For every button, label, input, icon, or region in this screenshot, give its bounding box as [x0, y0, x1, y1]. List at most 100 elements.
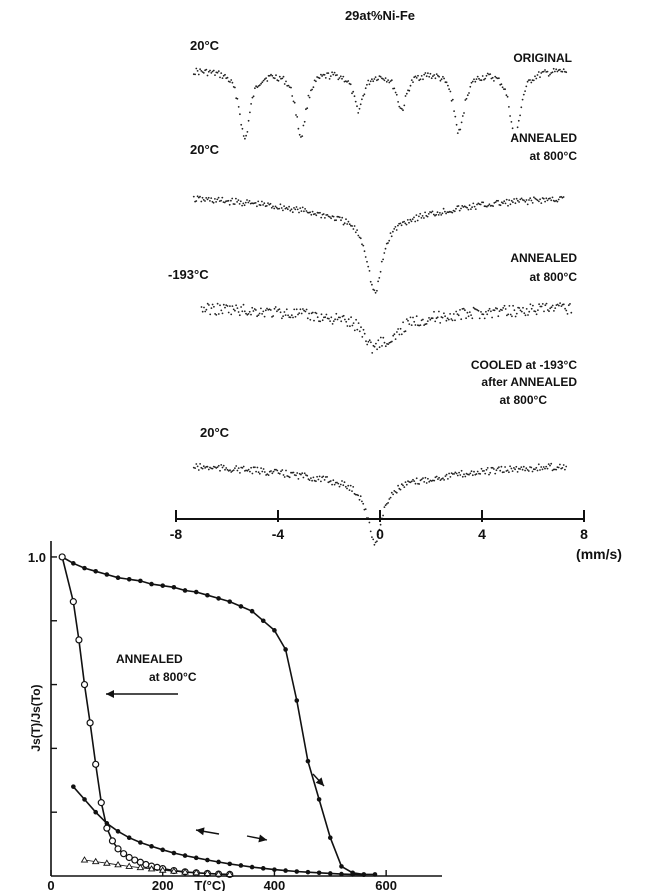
data-point [75, 636, 83, 644]
data-point [158, 866, 167, 873]
spectrum-point [211, 70, 214, 73]
magnetization-axes: 1.0 0 200 400 600 T(°C) Js(T)/Js(To) [28, 541, 442, 891]
spectrum-point [409, 316, 412, 319]
spectrum-point [192, 195, 195, 198]
spectrum-point [211, 200, 214, 203]
spectrum-point [382, 336, 385, 339]
heating-arrow [312, 773, 325, 787]
spectrum-point [339, 75, 342, 78]
spectrum-point [283, 83, 286, 85]
data-point [327, 835, 333, 841]
spectrum-point [244, 201, 247, 204]
spectrum-point [288, 205, 290, 208]
spectrum-point [303, 210, 305, 213]
spectrum-point [513, 309, 516, 312]
spectrum-point [559, 68, 561, 71]
spectrum-point [201, 310, 204, 313]
spectrum-point [328, 317, 330, 320]
spectrum-point [281, 77, 284, 80]
spectrum-point [551, 196, 554, 199]
spectrum-point [468, 204, 471, 207]
spectrum-point [411, 218, 414, 221]
spectrum-point [480, 311, 482, 313]
spectrum-point [534, 310, 537, 313]
spectrum-point [499, 204, 502, 207]
spectrum-point [405, 223, 408, 226]
spectrum-point [273, 307, 276, 310]
spectrum-point [263, 315, 266, 318]
spectrum-point [403, 104, 406, 107]
spectrum-condition-label: at 800°C [500, 393, 548, 407]
data-point [126, 576, 132, 582]
spectrum-point [436, 211, 439, 214]
spectrum-point [321, 75, 323, 77]
spectrum-point [308, 96, 311, 99]
data-point [171, 850, 177, 856]
spectra-tick-label: -4 [272, 526, 285, 542]
spectrum-point [460, 318, 463, 321]
spectrum-point [413, 76, 416, 79]
spectrum-point [282, 75, 285, 78]
spectrum-point [296, 208, 299, 211]
spectrum-point [523, 199, 525, 202]
spectrum-point [483, 78, 485, 81]
spectrum-point [434, 320, 437, 323]
spectrum-point [556, 303, 559, 306]
spectrum-point [560, 195, 562, 198]
spectrum-point [530, 466, 533, 469]
spectrum-point [476, 470, 479, 473]
data-point [260, 866, 266, 871]
spectrum-point [290, 208, 293, 211]
spectrum-point [256, 315, 258, 318]
data-point [114, 845, 122, 853]
spectrum-point [270, 73, 272, 76]
spectrum-point [402, 484, 404, 487]
data-point [294, 869, 300, 874]
spectrum-point [227, 311, 230, 314]
spectrum-point [428, 75, 431, 78]
spectrum-point [397, 224, 399, 227]
spectrum-point [537, 309, 539, 311]
spectrum-point [320, 480, 322, 483]
spectrum-point [323, 73, 326, 76]
spectrum-point [338, 77, 341, 79]
spectrum-point [415, 77, 418, 79]
spectrum-point [265, 77, 267, 79]
spectrum-point [336, 318, 339, 321]
data-point [205, 592, 210, 598]
spectrum-point [504, 308, 507, 310]
data-point [272, 867, 277, 872]
spectrum-point [513, 467, 515, 469]
spectra-tick-label: -8 [170, 526, 183, 542]
spectrum-point [285, 206, 288, 209]
spectrum-point [532, 79, 535, 82]
spectrum-point [400, 483, 403, 486]
spectrum-point [510, 199, 513, 202]
spectrum-point [532, 304, 534, 307]
spectrum-point [443, 312, 445, 315]
spectrum-point [463, 112, 465, 114]
spectrum-point [289, 316, 292, 319]
data-point [339, 864, 344, 869]
spectrum-point [431, 317, 434, 320]
spectrum-point [392, 334, 395, 337]
spectrum-point [329, 216, 331, 218]
spectrum-point [407, 319, 409, 322]
spectrum-point [390, 235, 393, 238]
magnetization-panel: 1.0 0 200 400 600 T(°C) Js(T)/Js(To) ANNEALED a… [28, 541, 442, 891]
spectrum-point [393, 333, 396, 336]
data-point [149, 844, 154, 849]
spectrum-point [435, 73, 438, 75]
spectrum-point [309, 318, 312, 321]
spectrum-point [357, 322, 360, 324]
spectrum-point [334, 318, 336, 321]
spectrum-point [340, 320, 343, 323]
spectrum-point [523, 312, 526, 315]
spectrum-point [385, 80, 388, 83]
spectrum-point [359, 237, 362, 240]
spectrum-point [376, 540, 378, 543]
spectrum-point [405, 318, 408, 320]
spectrum-point [194, 73, 197, 76]
spectrum-point [216, 466, 219, 468]
spectrum-point [423, 73, 426, 76]
